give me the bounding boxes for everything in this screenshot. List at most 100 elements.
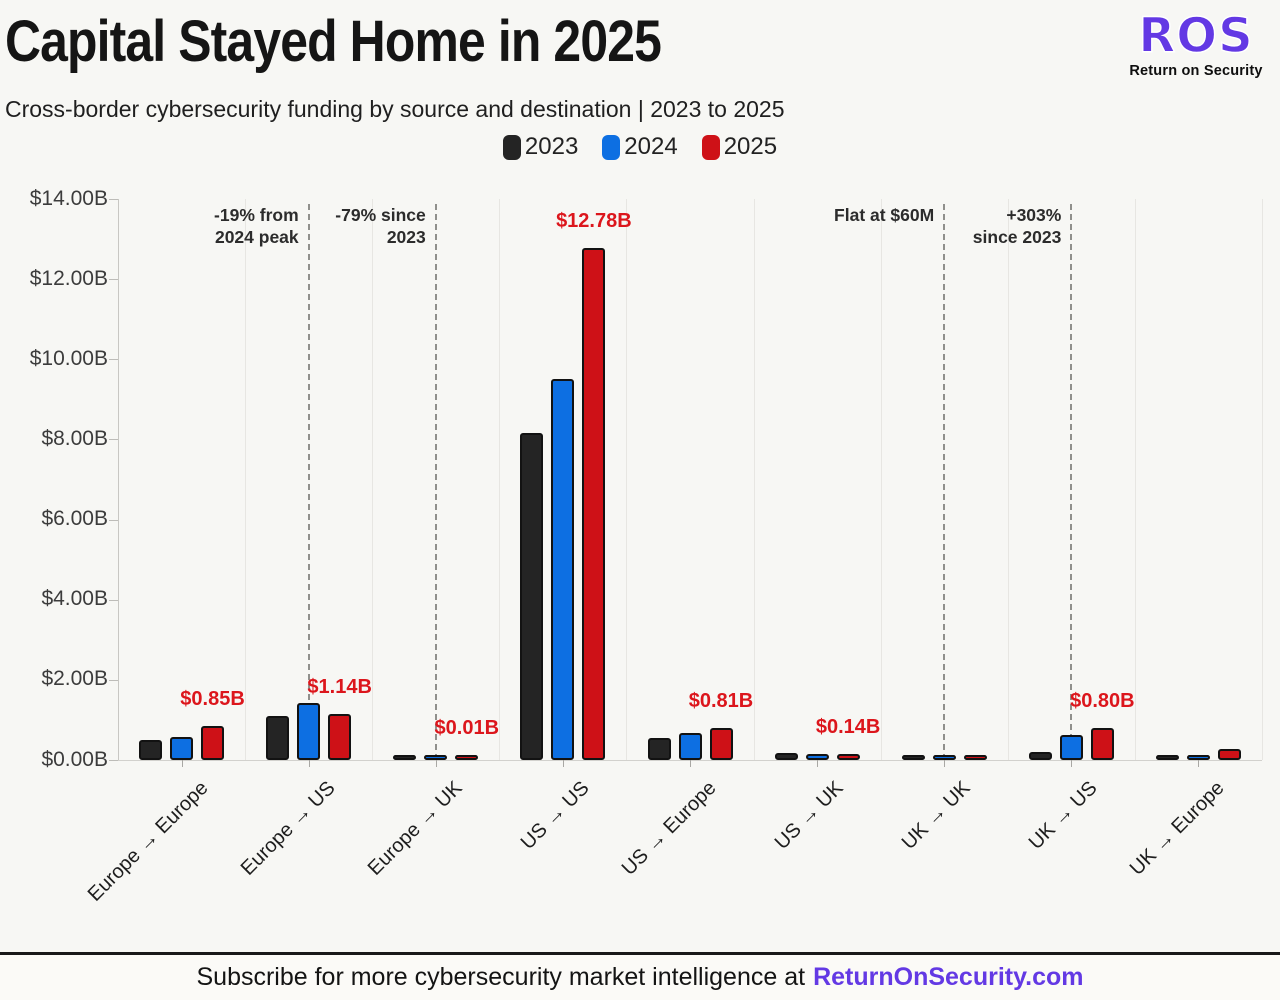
bar-2024-uk-europe [1186,754,1210,760]
y-axis-tick [109,359,118,361]
y-axis-label: $14.00B [29,186,108,210]
bar-2025-us-uk [836,754,860,760]
legend-item-2025: 2025 [701,133,778,161]
x-axis-tick [690,760,691,767]
bar-2024-uk-us [1059,735,1083,760]
group-gridline [626,199,628,760]
bar-2023-us-europe [647,737,671,760]
y-axis-label: $12.00B [29,266,108,290]
y-axis-label: $0.00B [41,747,108,771]
x-axis-label-uk-us: UK → US [1025,777,1102,854]
x-axis-tick [1198,760,1200,767]
y-axis-label: $4.00B [41,587,108,611]
legend-swatch-2023-icon [502,134,521,160]
group-gridline [1262,199,1263,760]
x-axis-label-europe-uk: Europe → UK [363,777,467,880]
bar-2025-europe-us [328,714,352,760]
bar-2025-europe-uk [455,755,479,760]
chart-legend: 2023 2024 2025 [0,133,1280,161]
group-gridline [880,199,882,760]
bar-2025-us-us [582,247,606,760]
x-axis-tick [1071,760,1073,767]
bar-2023-uk-europe [1155,755,1179,760]
x-axis-label-us-us: US → US [516,777,594,854]
svg-text:ROS: ROS [1138,10,1253,62]
bar-2024-europe-uk [424,755,448,760]
bar-2023-uk-uk [901,755,925,760]
legend-label-2024: 2024 [624,133,678,160]
y-axis-tick [109,199,118,200]
y-axis-label: $6.00B [41,507,108,531]
bar-2023-europe-us [266,715,290,760]
x-axis-label-us-europe: US → Europe [617,777,721,880]
group-gridline [753,199,755,760]
group-gridline [372,199,374,760]
ros-logo-name: Return on Security [1129,63,1263,79]
bar-2023-us-uk [774,753,798,760]
value-label-uk-us: $0.80B [1070,689,1135,712]
value-label-europe-uk: $0.01B [434,717,500,739]
legend-label-2025: 2025 [723,133,778,160]
legend-swatch-2024-icon [602,134,621,160]
annotation-uk-us: +303% since 2023 [972,205,1062,247]
bar-2023-us-us [520,433,544,760]
annotation-line-uk-uk [943,204,946,760]
x-axis-label-us-uk: US → UK [770,777,848,854]
page-title: Capital Stayed Home in 2025 [5,9,662,74]
bar-2023-europe-uk [393,755,417,760]
y-axis-tick [109,679,118,681]
y-axis-line [118,199,119,760]
y-axis-label: $2.00B [41,667,108,691]
bar-2025-us-europe [709,727,733,760]
x-axis-label-uk-europe: UK → Europe [1126,777,1229,880]
legend-item-2024: 2024 [602,133,678,161]
x-axis-tick [944,760,946,767]
bar-2023-europe-europe [139,739,163,760]
annotation-line-uk-us [1070,204,1073,760]
value-label-europe-europe: $0.85B [180,687,245,710]
bar-chart-plot: $0.00B $2.00B $4.00B $6.00B $8.00B $10.00B $12… [30,187,1263,906]
bar-2024-uk-uk [932,755,956,760]
ros-logo-icon: ROS [1138,7,1254,64]
legend-label-2023: 2023 [524,133,579,160]
y-axis-tick [109,760,118,761]
bar-2024-us-europe [678,733,702,760]
group-gridline [245,199,247,760]
bar-2025-europe-europe [201,725,225,760]
x-axis-label-uk-uk: UK → UK [897,777,975,854]
x-axis-tick [435,760,437,767]
bar-2024-europe-us [297,703,321,760]
bar-2025-uk-uk [963,755,987,760]
bar-2024-europe-europe [170,736,194,760]
group-gridline [1134,199,1136,760]
y-axis-tick [109,439,118,441]
footer-text: Subscribe for more cybersecurity market … [196,963,806,991]
y-axis-tick [109,279,118,281]
legend-swatch-2025-icon [701,134,720,160]
annotation-line-europe-uk [434,204,437,760]
bar-2025-uk-us [1090,727,1114,760]
y-axis-tick [109,519,118,521]
x-axis-label-europe-us: Europe → US [236,777,340,880]
page-subtitle: Cross-border cybersecurity funding by so… [5,96,785,122]
value-label-us-us: $12.78B [556,209,632,232]
y-axis-label: $8.00B [41,426,108,450]
x-axis-tick [562,760,564,767]
annotation-line-europe-us [307,204,310,760]
bar-2025-uk-europe [1217,748,1241,760]
group-gridline [1007,199,1009,760]
legend-item-2023: 2023 [502,133,579,161]
y-axis-tick [109,599,118,601]
footer: Subscribe for more cybersecurity market … [0,952,1280,1000]
value-label-us-uk: $0.14B [815,716,881,739]
x-axis-tick [817,760,819,767]
bar-2024-us-us [551,378,575,760]
y-axis-label: $10.00B [29,346,108,370]
value-label-europe-us: $1.14B [307,676,372,699]
group-gridline [499,199,501,760]
footer-link[interactable]: ReturnOnSecurity.com [813,963,1084,991]
bar-2024-us-uk [805,753,829,760]
x-axis-tick [181,760,183,767]
annotation-europe-us: -19% from 2024 peak [214,205,299,247]
